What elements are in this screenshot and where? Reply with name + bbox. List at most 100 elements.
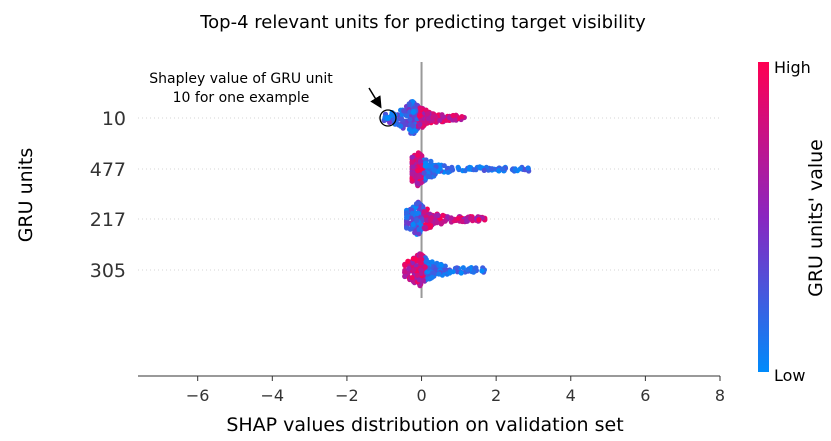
- shap-point: [417, 121, 423, 128]
- feature-label: 217: [90, 209, 126, 231]
- shap-point: [434, 220, 440, 226]
- shap-point: [421, 170, 427, 176]
- shap-point: [429, 274, 435, 280]
- shap-point: [425, 269, 431, 275]
- x-tick-label: 4: [566, 386, 576, 405]
- shap-point: [425, 116, 431, 122]
- shap-point: [412, 230, 418, 236]
- x-tick-label: 2: [491, 386, 501, 405]
- shap-point: [418, 180, 424, 186]
- beeswarm-points: [381, 99, 532, 289]
- feature-label: 305: [90, 260, 126, 282]
- shap-point: [467, 215, 474, 221]
- shap-point: [428, 158, 434, 164]
- shap-point: [410, 221, 416, 227]
- shap-point: [448, 215, 454, 221]
- shap-point: [440, 114, 446, 120]
- shap-point: [465, 267, 471, 273]
- x-tick-label: −2: [335, 386, 359, 405]
- shap-point: [415, 168, 421, 174]
- x-axis-ticks: −6 −4 −2 0 2 4 6 8: [186, 376, 725, 405]
- colorbar-high-label: High: [774, 58, 811, 77]
- shap-point: [438, 262, 444, 268]
- chart-title: Top-4 relevant units for predicting targ…: [199, 12, 646, 33]
- x-tick-label: −4: [261, 386, 285, 405]
- shap-point: [414, 217, 420, 223]
- shap-point: [476, 217, 482, 223]
- x-tick-label: 6: [640, 386, 650, 405]
- shap-point: [402, 269, 408, 275]
- shap-point: [471, 269, 477, 275]
- shap-point: [404, 210, 410, 216]
- shap-point: [404, 214, 410, 220]
- colorbar-gradient: [758, 62, 769, 372]
- shap-point: [500, 166, 506, 172]
- shap-point: [421, 209, 427, 215]
- shap-point: [416, 231, 422, 237]
- x-tick-label: 0: [416, 386, 426, 405]
- colorbar-low-label: Low: [774, 366, 806, 385]
- shap-point: [525, 165, 531, 171]
- shap-point: [409, 154, 415, 160]
- shap-point: [414, 210, 420, 217]
- annotation-circle: [379, 109, 397, 127]
- shap-point: [387, 119, 393, 125]
- shap-point: [441, 267, 447, 273]
- colorbar-title: GRU units' value: [805, 139, 827, 297]
- shap-point: [416, 277, 422, 283]
- shap-point: [427, 217, 433, 223]
- shap-point: [416, 226, 422, 232]
- shap-point: [473, 167, 479, 173]
- shap-point: [464, 218, 470, 224]
- shap-point: [455, 164, 461, 170]
- colorbar: High Low GRU units' value: [758, 58, 827, 385]
- annotation-line2: 10 for one example: [173, 90, 310, 106]
- shap-point: [409, 210, 416, 216]
- shap-point: [458, 270, 464, 276]
- shap-point: [410, 109, 416, 115]
- shap-point: [409, 275, 415, 281]
- shap-point: [415, 152, 421, 158]
- shap-point: [512, 167, 518, 173]
- shap-point: [406, 265, 412, 272]
- shap-point: [445, 169, 451, 175]
- x-axis-label: SHAP values distribution on validation s…: [226, 414, 623, 436]
- shap-point: [418, 253, 424, 259]
- shap-point: [420, 277, 426, 283]
- shap-point: [410, 123, 416, 129]
- shap-point: [401, 108, 407, 114]
- shap-point: [419, 153, 425, 159]
- shap-point: [466, 166, 472, 172]
- shap-point: [473, 265, 479, 271]
- shap-point: [398, 123, 404, 129]
- shap-point: [481, 167, 487, 173]
- shap-point: [425, 173, 431, 180]
- shap-point: [416, 173, 422, 179]
- shap-point: [489, 166, 495, 172]
- shap-point: [399, 116, 405, 122]
- shap-point: [422, 264, 428, 270]
- shap-point: [414, 201, 420, 207]
- shap-point: [406, 101, 412, 107]
- shap-point: [409, 159, 415, 165]
- shap-point: [407, 116, 413, 122]
- shap-point: [411, 267, 417, 273]
- shap-point: [424, 111, 431, 117]
- shap-point: [417, 158, 424, 164]
- shap-point: [421, 225, 427, 231]
- shap-point: [405, 258, 411, 264]
- shap-point: [431, 270, 437, 276]
- y-axis-label: GRU units: [15, 148, 37, 243]
- annotation-arrow: [368, 87, 382, 109]
- shap-point: [450, 269, 456, 275]
- shap-point: [402, 262, 408, 269]
- shap-point: [412, 256, 419, 262]
- shap-point: [429, 259, 435, 265]
- annotation: Shapley value of GRU unit 10 for one exa…: [149, 71, 397, 127]
- shap-point: [459, 114, 465, 120]
- shap-point: [437, 165, 443, 171]
- shap-point: [415, 272, 421, 278]
- shap-point: [410, 163, 416, 169]
- shap-point: [455, 215, 461, 221]
